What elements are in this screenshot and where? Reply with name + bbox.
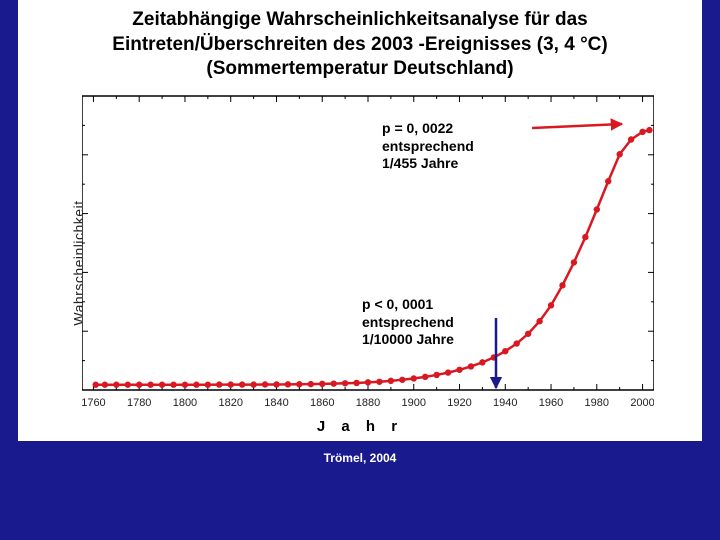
credit-text: Trömel, 2004 xyxy=(0,451,720,465)
title-line-2: Eintreten/Überschreiten des 2003 -Ereign… xyxy=(112,34,607,55)
svg-text:1960: 1960 xyxy=(539,397,563,409)
annot-bot-l1: p < 0, 0001 xyxy=(362,296,433,312)
annot-top-l3: 1/455 Jahre xyxy=(382,155,458,171)
svg-text:1980: 1980 xyxy=(585,397,609,409)
svg-text:1940: 1940 xyxy=(493,397,517,409)
svg-text:1860: 1860 xyxy=(310,397,334,409)
annot-bot-l3: 1/10000 Jahre xyxy=(362,331,454,347)
title-line-1: Zeitabhängige Wahrscheinlichkeitsanalyse… xyxy=(132,9,587,30)
chart-svg: 0.00000.00000.00050.00050.00100.00100.00… xyxy=(82,86,654,416)
slide-title: Zeitabhängige Wahrscheinlichkeitsanalyse… xyxy=(18,0,702,84)
chart-panel: Wahrscheinlichkeit 0.00000.00000.00050.0… xyxy=(18,84,702,441)
svg-text:2000: 2000 xyxy=(630,397,654,409)
annot-top-l2: entsprechend xyxy=(382,138,474,154)
plot-area: 0.00000.00000.00050.00050.00100.00100.00… xyxy=(82,86,648,416)
svg-text:1820: 1820 xyxy=(218,397,242,409)
slide-root: Zeitabhängige Wahrscheinlichkeitsanalyse… xyxy=(0,0,720,540)
title-line-3: (Sommertemperatur Deutschland) xyxy=(206,58,513,79)
x-axis-label: J a h r xyxy=(24,418,696,435)
svg-text:1840: 1840 xyxy=(264,397,288,409)
svg-text:1920: 1920 xyxy=(447,397,471,409)
svg-text:1880: 1880 xyxy=(356,397,380,409)
svg-text:1780: 1780 xyxy=(127,397,151,409)
svg-text:1760: 1760 xyxy=(82,397,106,409)
svg-text:1800: 1800 xyxy=(173,397,197,409)
annotation-bottom: p < 0, 0001 entsprechend 1/10000 Jahre xyxy=(362,296,454,349)
annot-top-l1: p = 0, 0022 xyxy=(382,120,453,136)
svg-text:1900: 1900 xyxy=(402,397,426,409)
annot-bot-l2: entsprechend xyxy=(362,314,454,330)
annotation-top: p = 0, 0022 entsprechend 1/455 Jahre xyxy=(382,120,474,173)
